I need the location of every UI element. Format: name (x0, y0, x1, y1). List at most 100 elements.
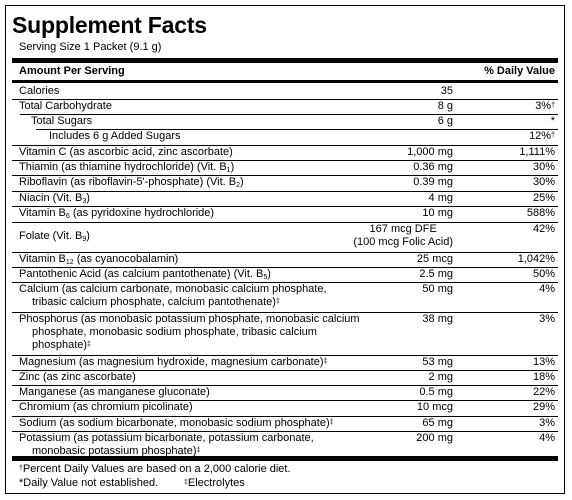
nutrient-name-text: Phosphorus (as monobasic potassium phosp… (19, 313, 360, 325)
nutrient-name: Vitamin B6 (as pyridoxine hydrochloride) (19, 207, 364, 221)
amount-line: 6 g (437, 115, 453, 127)
nutrient-daily-value: 3% (539, 417, 555, 430)
nutrient-name: Phosphorus (as monobasic potassium phosp… (19, 313, 364, 352)
nutrient-name: Pantothenic Acid (as calcium pantothenat… (19, 268, 364, 282)
nutrient-name-line: Zinc (as zinc ascorbate) (19, 371, 364, 384)
nutrient-name-line: Phosphorus (as monobasic potassium phosp… (19, 313, 364, 326)
nutrient-name-tail: ) (86, 230, 90, 242)
nutrient-amount: 65 mg (422, 417, 453, 430)
vitamin-subscript: 2 (236, 182, 241, 189)
nutrient-name: Vitamin B12 (as cyanocobalamin) (19, 253, 364, 267)
amount-line: 38 mg (422, 313, 453, 325)
nutrient-name: Thiamin (as thiamine hydrochloride) (Vit… (19, 161, 364, 175)
nutrient-amount: 25 mcg (417, 253, 453, 266)
nutrient-daily-value: 50% (533, 268, 555, 281)
amount-line: 0.39 mg (413, 176, 453, 188)
nutrient-daily-value: 588% (527, 207, 555, 220)
dagger-mark: † (19, 465, 23, 472)
nutrient-name-line: Total Carbohydrate (19, 100, 364, 113)
nutrient-name-text: phosphate) (32, 339, 88, 351)
daily-value-text: 30% (532, 176, 555, 188)
nutrient-name-text: Pantothenic Acid (as calcium pantothenat… (19, 268, 264, 280)
amount-line: 167 mcg DFE (369, 223, 437, 235)
electrolyte-mark: ‡ (275, 298, 280, 305)
nutrient-row: Chromium (as chromium picolinate) 10 mcg 2… (12, 400, 558, 415)
amount-line: 1,000 mg (407, 146, 453, 158)
row-divider (20, 114, 558, 115)
nutrient-amount: 200 mg (416, 432, 453, 445)
nutrient-name-text: Thiamin (as thiamine hydrochloride) (Vit… (19, 161, 227, 173)
nutrient-daily-value: 1,042% (518, 253, 555, 266)
nutrient-name-tail: ) (86, 192, 90, 204)
nutrient-name-line: Sodium (as sodium bicarbonate, monobasic… (19, 417, 364, 430)
nutrient-name-line: tribasic calcium phosphate, calcium pant… (19, 296, 364, 309)
nutrient-name: Manganese (as manganese gluconate) (19, 386, 364, 399)
nutrient-name-text: tribasic calcium phosphate, calcium pant… (32, 296, 276, 308)
nutrient-name-text: Chromium (as chromium picolinate) (19, 401, 193, 413)
nutrient-name-line: Calcium (as calcium carbonate, monobasic… (19, 283, 364, 296)
nutrient-name-text: Vitamin B (19, 253, 66, 265)
nutrient-name: Niacin (Vit. B3) (19, 192, 364, 206)
dagger-mark: † (551, 102, 555, 109)
nutrient-name-text: Includes 6 g Added Sugars (49, 130, 181, 142)
daily-value-text: 3% (539, 313, 555, 325)
row-divider (12, 431, 558, 432)
nutrient-name-tail: ) (240, 176, 244, 188)
nutrient-daily-value: 4% (539, 432, 555, 445)
amount-line: 10 mcg (416, 401, 453, 413)
dagger-mark: † (551, 132, 555, 139)
vitamin-subscript: 6 (65, 213, 70, 220)
nutrient-daily-value: 3%† (535, 100, 555, 113)
nutrient-amount: 0.5 mg (419, 386, 453, 399)
vitamin-subscript: 12 (65, 259, 74, 266)
nutrient-name-text: Zinc (as zinc ascorbate) (19, 371, 136, 383)
supplement-facts-panel: Supplement Facts Serving Size 1 Packet (… (5, 5, 565, 494)
amount-line: 2.5 mg (419, 268, 453, 280)
row-divider (12, 282, 558, 283)
nutrient-name: Total Carbohydrate (19, 100, 364, 113)
nutrient-amount: 10 mg (422, 207, 453, 220)
nutrient-name-line: Niacin (Vit. B3) (19, 192, 364, 206)
nutrient-daily-value: 25% (533, 192, 555, 205)
row-divider (12, 416, 558, 417)
nutrient-name-line: Potassium (as potassium bicarbonate, pot… (19, 432, 364, 445)
nutrient-row: Niacin (Vit. B3) 4 mg 25% (12, 191, 558, 206)
row-divider (12, 222, 558, 223)
amount-line: 0.5 mg (419, 386, 453, 398)
nutrient-amount: 38 mg (422, 313, 453, 326)
electrolyte-mark: ‡ (196, 447, 201, 454)
nutrient-daily-value: 29% (533, 401, 555, 414)
amount-line: 2 mg (428, 371, 453, 383)
nutrient-name-tail: ) (230, 161, 235, 173)
nutrient-name-text: Riboflavin (as riboflavin-5'-phosphate) … (19, 176, 237, 188)
row-divider (12, 312, 558, 313)
nutrient-name-text: Vitamin C (as ascorbic acid, zinc ascorb… (19, 146, 233, 158)
nutrient-name: Total Sugars (31, 115, 376, 128)
electrolyte-mark: ‡ (323, 358, 328, 365)
nutrient-name-line: Riboflavin (as riboflavin-5'-phosphate) … (19, 176, 364, 190)
nutrient-name-line: Includes 6 g Added Sugars (49, 130, 394, 143)
nutrient-name: Magnesium (as magnesium hydroxide, magne… (19, 356, 364, 369)
daily-value-text: 12% (529, 130, 552, 142)
amount-line: (100 mcg Folic Acid) (353, 236, 453, 248)
row-divider (12, 175, 558, 176)
nutrient-name-text: Total Sugars (31, 115, 93, 127)
row-divider (12, 145, 558, 146)
nutrient-row: Vitamin B12 (as cyanocobalamin) 25 mcg 1,0… (12, 252, 558, 267)
nutrient-row: Thiamin (as thiamine hydrochloride) (Vit… (12, 160, 558, 175)
amount-per-serving-header: Amount Per Serving (19, 65, 125, 77)
header-divider (12, 80, 558, 83)
row-divider (12, 385, 558, 386)
nutrient-amount: 4 mg (429, 192, 453, 205)
nutrient-amount: 50 mg (422, 283, 453, 296)
nutrient-name-line: Vitamin B12 (as cyanocobalamin) (19, 253, 364, 267)
nutrient-daily-value: 18% (533, 371, 555, 384)
vitamin-subscript: 9 (82, 236, 87, 243)
nutrient-row: Phosphorus (as monobasic potassium phosp… (12, 312, 558, 355)
nutrient-name: Potassium (as potassium bicarbonate, pot… (19, 432, 364, 458)
nutrient-name-text: Potassium (as potassium bicarbonate, pot… (19, 432, 314, 444)
nutrient-amount: 0.36 mg (413, 161, 453, 174)
daily-value-text: 25% (532, 192, 555, 204)
nutrient-name-text: Calcium (as calcium carbonate, monobasic… (19, 283, 327, 295)
row-divider (12, 252, 558, 253)
